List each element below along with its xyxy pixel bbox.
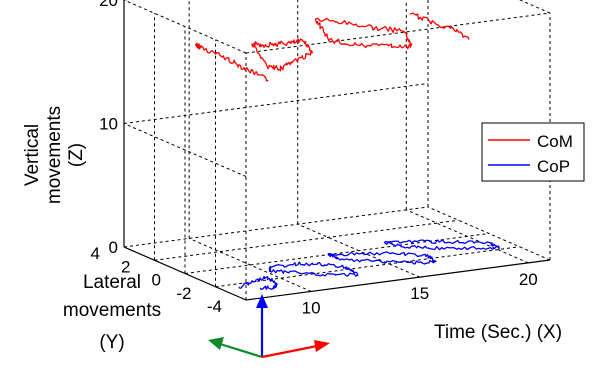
z-gridline	[123, 83, 429, 124]
y-tick-label: -2	[176, 284, 191, 303]
triad-x-arrowhead	[314, 340, 330, 352]
z-gridline	[123, 123, 247, 177]
series-lines	[194, 12, 500, 291]
x-tick-label: 10	[302, 298, 321, 317]
y-gridline	[215, 246, 520, 288]
x-axis-title: Time (Sec.) (X)	[434, 322, 562, 343]
legend-box	[481, 122, 585, 182]
series-com-line	[194, 42, 269, 82]
grid-lines	[123, 0, 529, 292]
y-tick-label: -4	[207, 297, 222, 316]
x-axis-line	[245, 259, 551, 301]
z-axis-title-line-1: Vertical	[22, 124, 43, 186]
x-tick-label: 20	[519, 270, 538, 289]
legend-cop-label: CoP	[537, 157, 570, 176]
y-tick-label: 4	[91, 244, 100, 263]
y-tick-label: 0	[152, 271, 161, 290]
series-cop-line	[327, 251, 437, 265]
triad-y-arrowhead	[208, 337, 224, 350]
series-cop-line	[238, 275, 278, 291]
legend-com-label: CoM	[537, 132, 573, 151]
y-axis-title-line-1: Lateral	[83, 272, 141, 293]
series-cop-line	[383, 239, 500, 251]
y-axis-title-line-2: movements	[63, 300, 161, 321]
legend: CoM CoP	[481, 122, 585, 182]
z-tick-label: 20	[99, 0, 118, 10]
z-tick-label: 0	[109, 238, 118, 257]
box-edge	[123, 206, 429, 248]
axis-orientation-triad	[208, 294, 330, 359]
series-com-line	[251, 38, 313, 72]
series-com-line	[314, 17, 413, 50]
y-tick-label: 2	[121, 257, 130, 276]
triad-y-arrow	[219, 342, 263, 359]
z-axis-title-line-3: (Z)	[66, 143, 87, 167]
z-axis-title-line-2: movements	[44, 106, 65, 204]
z-axis-title: Vertical movements (Z)	[22, 106, 87, 204]
x-tick-label: 15	[410, 284, 429, 303]
series-cop-line	[268, 261, 359, 277]
x-gridline	[188, 237, 312, 292]
triad-z-arrowhead	[256, 294, 268, 308]
triad-x-arrow	[261, 344, 318, 359]
box-edge	[518, 0, 551, 14]
y-axis-title-line-3: (Y)	[99, 332, 124, 353]
series-com-line	[409, 12, 470, 40]
z-tick-label: 10	[99, 115, 118, 134]
